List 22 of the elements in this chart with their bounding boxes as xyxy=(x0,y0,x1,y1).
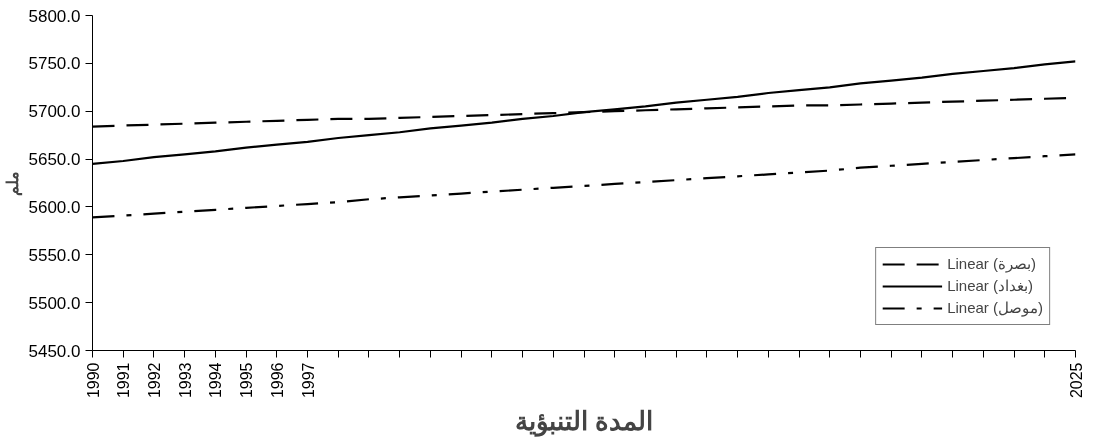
x-tick-label: 1990 xyxy=(84,362,102,399)
y-tick-label: 5450.0 xyxy=(28,341,81,361)
y-tick-label: 5750.0 xyxy=(28,54,81,74)
x-tick-label: 1991 xyxy=(115,362,133,399)
y-tick-label: 5650.0 xyxy=(28,150,81,170)
x-tick-label: 2025 xyxy=(1067,362,1085,399)
x-tick-label: 1997 xyxy=(299,362,317,399)
x-tick-label: 1996 xyxy=(268,362,286,399)
y-tick-label: 5800.0 xyxy=(28,6,81,26)
legend-label: Linear (موصل) xyxy=(947,299,1043,317)
legend-label: Linear (بصرة) xyxy=(947,255,1036,273)
y-tick-label: 5700.0 xyxy=(28,102,81,122)
x-tick-label: 1993 xyxy=(176,362,194,399)
legend-label: Linear (بغداد) xyxy=(947,277,1033,295)
x-tick-label: 1995 xyxy=(238,362,256,399)
x-tick-label: 1994 xyxy=(207,362,225,399)
x-tick-label: 1992 xyxy=(145,362,163,399)
y-axis-title: ملم xyxy=(3,170,23,196)
y-tick-label: 5550.0 xyxy=(28,245,81,265)
y-tick-label: 5600.0 xyxy=(28,197,81,217)
x-axis-title: المدة التنبؤية xyxy=(514,406,654,438)
y-tick-label: 5500.0 xyxy=(28,293,81,313)
